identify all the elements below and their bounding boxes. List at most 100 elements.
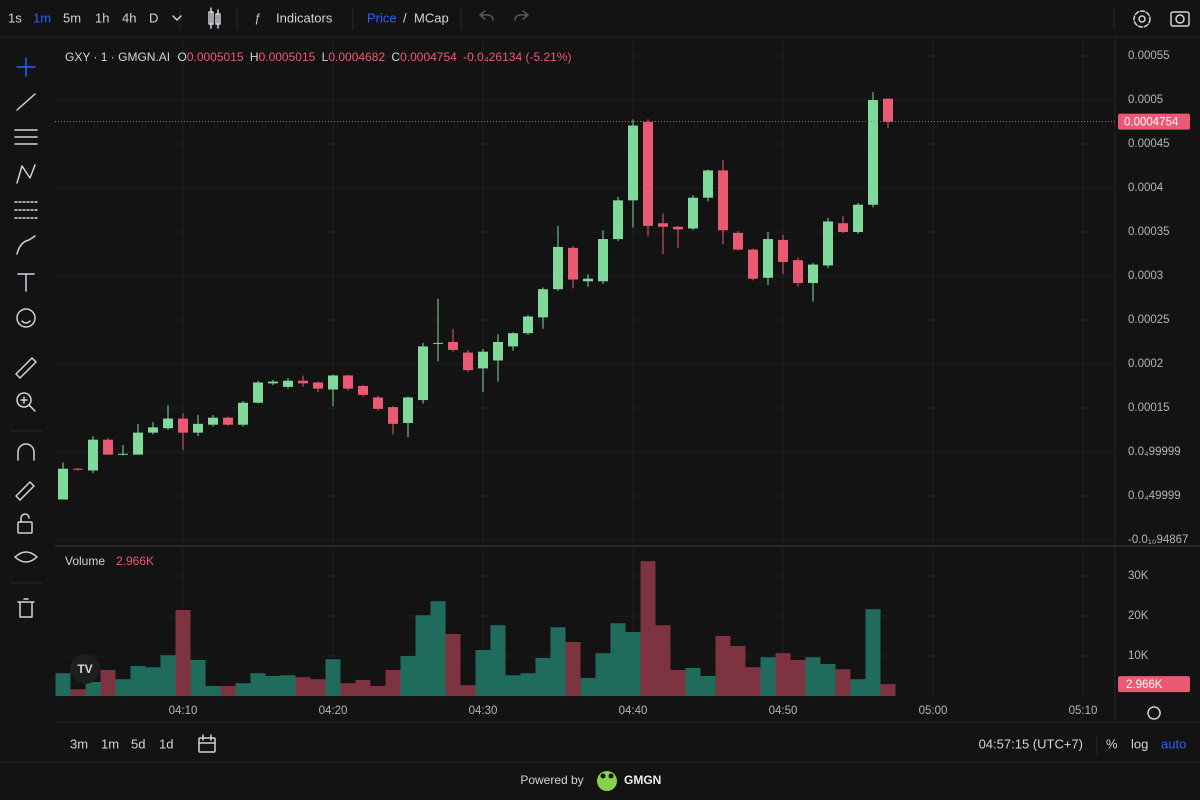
range-button[interactable]: 5d: [131, 736, 145, 751]
y-tick-label: 0.00015: [1128, 402, 1170, 414]
y-tick-label: 0.0003: [1128, 270, 1163, 282]
fib-tool[interactable]: [14, 129, 38, 145]
prediction-tool[interactable]: [14, 201, 38, 219]
candle-body: [328, 375, 338, 390]
text-tool[interactable]: [17, 273, 35, 292]
powered-by: Powered by: [520, 773, 583, 787]
candle-body: [553, 246, 563, 290]
settings-button[interactable]: [1133, 10, 1151, 28]
candle-body: [418, 346, 428, 401]
y-tick-label: 0.0004: [1128, 182, 1164, 194]
interval-button[interactable]: 5m: [63, 10, 81, 25]
axis-settings-button[interactable]: [1147, 706, 1161, 720]
volume-bar: [535, 658, 551, 696]
volume-bar: [460, 685, 476, 696]
mcap-toggle[interactable]: MCap: [414, 10, 449, 25]
toggle-separator: /: [403, 10, 407, 25]
volume-bar: [235, 683, 251, 696]
emoji-tool[interactable]: [16, 308, 36, 328]
volume-bar: [295, 677, 311, 696]
range-button[interactable]: 3m: [70, 736, 88, 751]
high-value: 0.0005015: [259, 50, 316, 64]
volume-bar: [550, 627, 566, 696]
interval-button[interactable]: 4h: [122, 10, 136, 25]
volume-bar: [490, 625, 506, 696]
gmgn-logo: [597, 771, 617, 791]
interval-button[interactable]: 1m: [33, 10, 51, 25]
candle-body: [178, 418, 188, 433]
symbol: GXY · 1 · GMGN.AI: [65, 50, 170, 64]
volume-bar: [325, 659, 341, 696]
trendline-tool[interactable]: [16, 93, 36, 111]
price-toggle[interactable]: Price: [367, 10, 397, 25]
volume-bar: [385, 670, 401, 696]
brush-tool[interactable]: [16, 235, 36, 255]
undo-button[interactable]: [479, 10, 494, 21]
y-tick-label: 0.00055: [1128, 50, 1170, 62]
interval-dropdown[interactable]: [172, 15, 182, 21]
volume-bar: [670, 670, 686, 696]
zoom-tool[interactable]: [16, 392, 36, 412]
volume-bar: [715, 636, 731, 696]
ruler-tool[interactable]: [15, 357, 37, 379]
y-tick-label: -0.0₁₀94867: [1128, 534, 1188, 546]
pattern-tool[interactable]: [16, 164, 36, 184]
scale-option[interactable]: log: [1131, 736, 1148, 751]
volume-bar: [835, 669, 851, 696]
candle-body: [868, 100, 878, 205]
range-button[interactable]: 1m: [101, 736, 119, 751]
volume-bar: [505, 675, 521, 696]
candle-body: [673, 226, 683, 230]
candle-body: [433, 342, 443, 344]
volume-bar: [730, 646, 746, 696]
fx-icon: ƒ: [254, 11, 261, 25]
scale-option[interactable]: auto: [1161, 736, 1186, 751]
screenshot-button[interactable]: [1170, 11, 1190, 27]
crosshair-tool[interactable]: [16, 57, 36, 77]
volume-bar: [655, 625, 671, 696]
candle-body: [763, 239, 773, 278]
volume-bar: [760, 657, 776, 696]
volume-bar: [625, 632, 641, 696]
volume-bar: [685, 668, 701, 696]
candle-body: [193, 423, 203, 433]
candle-body: [838, 223, 848, 233]
volume-bar: [640, 561, 656, 696]
volume-bar: [85, 682, 101, 696]
indicators-button[interactable]: Indicators: [276, 10, 333, 25]
lock-drawing-tool[interactable]: [15, 481, 35, 501]
y-tick-label: 0.0002: [1128, 358, 1163, 370]
volume-bar: [745, 667, 761, 696]
y-tick-label: 0.00025: [1128, 314, 1170, 326]
x-tick-label: 04:10: [169, 705, 198, 717]
range-button[interactable]: 1d: [159, 736, 173, 751]
volume-bar: [850, 679, 866, 696]
volume-tick-label: 20K: [1128, 610, 1149, 622]
volume-bar: [220, 686, 236, 696]
clock: 04:57:15 (UTC+7): [979, 736, 1083, 751]
scale-option[interactable]: %: [1106, 736, 1118, 751]
volume-bar: [475, 650, 491, 696]
candle-type-button[interactable]: [208, 7, 221, 29]
interval-button[interactable]: D: [149, 10, 158, 25]
date-range-button[interactable]: [198, 734, 216, 753]
delete-tool[interactable]: [17, 598, 35, 618]
volume-bar: [805, 657, 821, 696]
volume-bar: [880, 684, 896, 696]
redo-button[interactable]: [514, 10, 529, 21]
volume-bar: [175, 610, 191, 696]
volume-bar: [775, 653, 791, 696]
change: -0.0₄26134 (-5.21%): [463, 50, 571, 64]
open-label: O: [177, 50, 186, 64]
interval-button[interactable]: 1s: [8, 10, 22, 25]
left-toolbar: [10, 57, 42, 618]
legend-header: GXY · 1 · GMGN.AI O0.0005015 H0.0005015 …: [65, 50, 571, 64]
candle-body: [538, 289, 548, 318]
volume-bar: [520, 673, 536, 696]
candle-body: [793, 260, 803, 284]
lock-tool[interactable]: [17, 513, 33, 534]
visibility-tool[interactable]: [14, 551, 38, 563]
magnet-tool[interactable]: [17, 443, 35, 461]
interval-button[interactable]: 1h: [95, 10, 109, 25]
volume-bar: [700, 676, 716, 696]
